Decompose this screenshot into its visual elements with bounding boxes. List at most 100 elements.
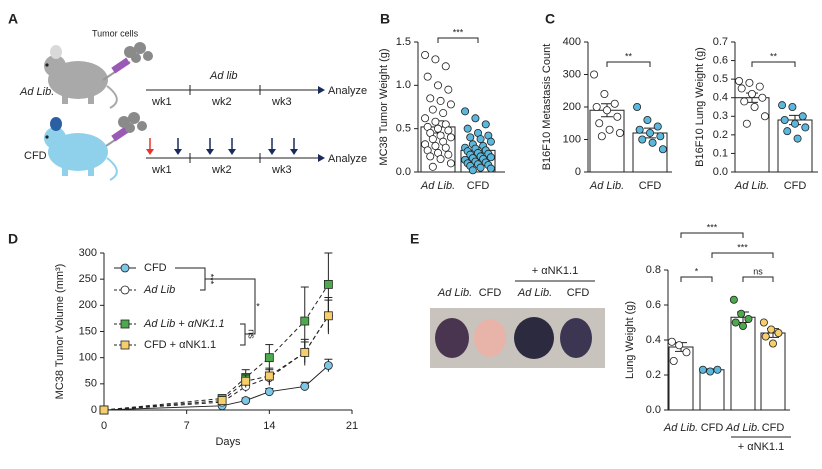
- data-point: [635, 125, 644, 134]
- data-point: [638, 135, 647, 144]
- legend-label: CFD + αNK1.1: [144, 339, 216, 351]
- photo-label: Ad Lib.: [517, 287, 552, 299]
- legend-label: Ad Lib + αNK1.1: [143, 318, 225, 330]
- y-tick-label: 0.0: [713, 166, 728, 178]
- series-line: [103, 315, 329, 411]
- bar: [734, 97, 770, 173]
- data-point: [739, 321, 748, 330]
- row-label: Ad Lib.: [19, 86, 54, 98]
- significance-label: ***: [453, 27, 464, 37]
- data-point: [441, 62, 450, 71]
- data-point: [742, 119, 751, 128]
- tumor-cells: [118, 42, 153, 133]
- significance-label: ***: [737, 242, 748, 252]
- y-tick-label: 150: [79, 325, 97, 337]
- data-point: [698, 365, 707, 374]
- week-label: wk2: [211, 164, 232, 176]
- significance-bracket: [240, 323, 246, 346]
- data-point: [468, 166, 477, 175]
- legend-marker: [120, 340, 130, 350]
- x-tick-label: Ad Lib.: [589, 180, 624, 192]
- week-label: wk3: [271, 96, 292, 108]
- y-tick-label: 300: [563, 68, 581, 80]
- data-point: [750, 103, 759, 112]
- data-point: [774, 328, 783, 337]
- data-point: [436, 96, 445, 105]
- data-point: [476, 135, 485, 144]
- photo-group-label: + αNK1.1: [532, 265, 578, 277]
- y-tick-label: 1.0: [396, 79, 411, 91]
- data-point: [476, 163, 485, 172]
- y-tick-label: 0: [91, 404, 97, 416]
- photo-label: Ad Lib.: [437, 287, 472, 299]
- x-tick-label: CFD: [701, 422, 724, 434]
- y-tick-label: 0.8: [646, 264, 661, 276]
- y-tick-label: 50: [85, 378, 97, 390]
- data-point: [486, 137, 495, 146]
- y-tick-label: 0.4: [646, 334, 661, 346]
- legend-marker: [120, 319, 130, 329]
- data-point: [761, 332, 770, 341]
- x-tick-label: Ad Lib.: [734, 180, 769, 192]
- data-point: [759, 318, 768, 327]
- data-point: [481, 120, 490, 129]
- data-point: [600, 90, 609, 99]
- data-point: [780, 116, 789, 125]
- legend-label: CFD: [144, 262, 167, 274]
- week-label: wk1: [151, 96, 172, 108]
- data-point: [613, 112, 622, 121]
- data-point: [423, 72, 432, 81]
- data-point: [798, 112, 807, 121]
- y-tick-label: 0.0: [646, 404, 661, 416]
- week-label: wk2: [211, 96, 232, 108]
- y-tick-label: 300: [79, 247, 97, 259]
- y-axis-label: Lung Weight (g): [624, 301, 636, 379]
- x-tick-label: CFD: [639, 180, 662, 192]
- data-point: [444, 126, 453, 135]
- x-tick-label: CFD: [762, 422, 785, 434]
- mouse-blue: [44, 117, 118, 181]
- y-tick-label: 0.2: [646, 369, 661, 381]
- series-line: [103, 284, 329, 411]
- diet-label: Ad lib: [209, 70, 238, 82]
- y-tick-label: 0.6: [713, 54, 728, 66]
- data-point: [486, 164, 495, 173]
- data-point: [446, 100, 455, 109]
- bar: [730, 316, 756, 411]
- y-tick-label: 0.5: [713, 73, 728, 85]
- bar: [668, 346, 694, 411]
- data-point: [653, 122, 662, 131]
- significance-bracket: [175, 267, 206, 291]
- end-label: Analyze: [328, 85, 367, 97]
- data-point: [615, 128, 624, 137]
- data-point: [769, 339, 778, 348]
- week-label: wk1: [151, 164, 172, 176]
- data-point: [300, 348, 310, 357]
- data-point: [486, 153, 495, 162]
- panel-letter: D: [8, 231, 18, 247]
- data-point: [778, 101, 787, 110]
- significance-bracket: [606, 61, 651, 67]
- y-tick-label: 0.4: [713, 92, 728, 104]
- y-tick-label: 0.5: [396, 123, 411, 135]
- y-tick-label: 100: [79, 352, 97, 364]
- y-tick-label: 100: [563, 133, 581, 145]
- y-tick-label: 200: [79, 299, 97, 311]
- bar: [699, 369, 725, 411]
- y-tick-label: 0.1: [713, 147, 728, 159]
- significance-label: *: [695, 266, 699, 276]
- y-tick-label: 0.2: [713, 129, 728, 141]
- photo-label: CFD: [479, 287, 502, 299]
- x-tick-label: Ad Lib.: [663, 422, 698, 434]
- y-tick-label: 0.7: [713, 36, 728, 48]
- mouse-gray: [44, 45, 118, 109]
- x-axis-label: Days: [215, 436, 241, 448]
- panel-letter: C: [545, 11, 555, 27]
- data-point: [428, 162, 437, 171]
- significance-label: ***: [707, 222, 718, 232]
- significance-bracket: [751, 61, 796, 67]
- significance-label: *: [256, 301, 260, 311]
- group-label: + αNK1.1: [738, 441, 784, 453]
- x-tick-label: 14: [263, 420, 275, 432]
- data-point: [431, 55, 440, 64]
